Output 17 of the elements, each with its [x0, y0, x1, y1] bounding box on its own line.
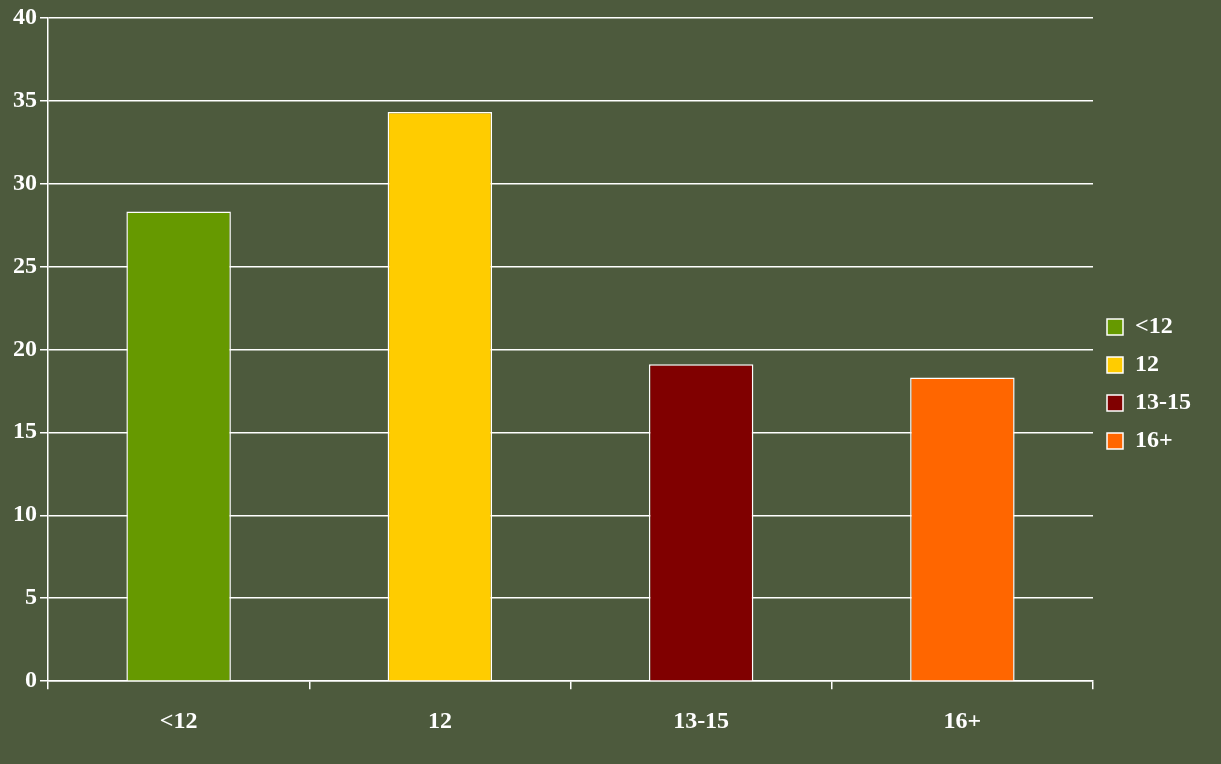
y-tick-label: 15: [13, 417, 37, 444]
legend-label: 16+: [1135, 426, 1173, 453]
y-tick-label: 20: [13, 334, 37, 361]
x-tick-label: 13-15: [673, 706, 730, 733]
y-tick-label: 0: [25, 666, 37, 693]
legend-label: <12: [1135, 312, 1173, 339]
x-tick-label: 16+: [943, 706, 982, 733]
y-tick-label: 25: [13, 251, 37, 278]
y-tick-label: 5: [25, 583, 37, 610]
y-tick-label: 35: [13, 85, 37, 112]
y-tick-label: 10: [13, 500, 37, 527]
y-tick-label: 30: [13, 168, 37, 195]
legend-label: 12: [1135, 350, 1160, 377]
y-tick-label: 40: [13, 2, 37, 29]
x-tick-label: 12: [427, 706, 452, 733]
x-tick-label: <12: [159, 706, 198, 733]
legend-label: 13-15: [1135, 388, 1192, 415]
